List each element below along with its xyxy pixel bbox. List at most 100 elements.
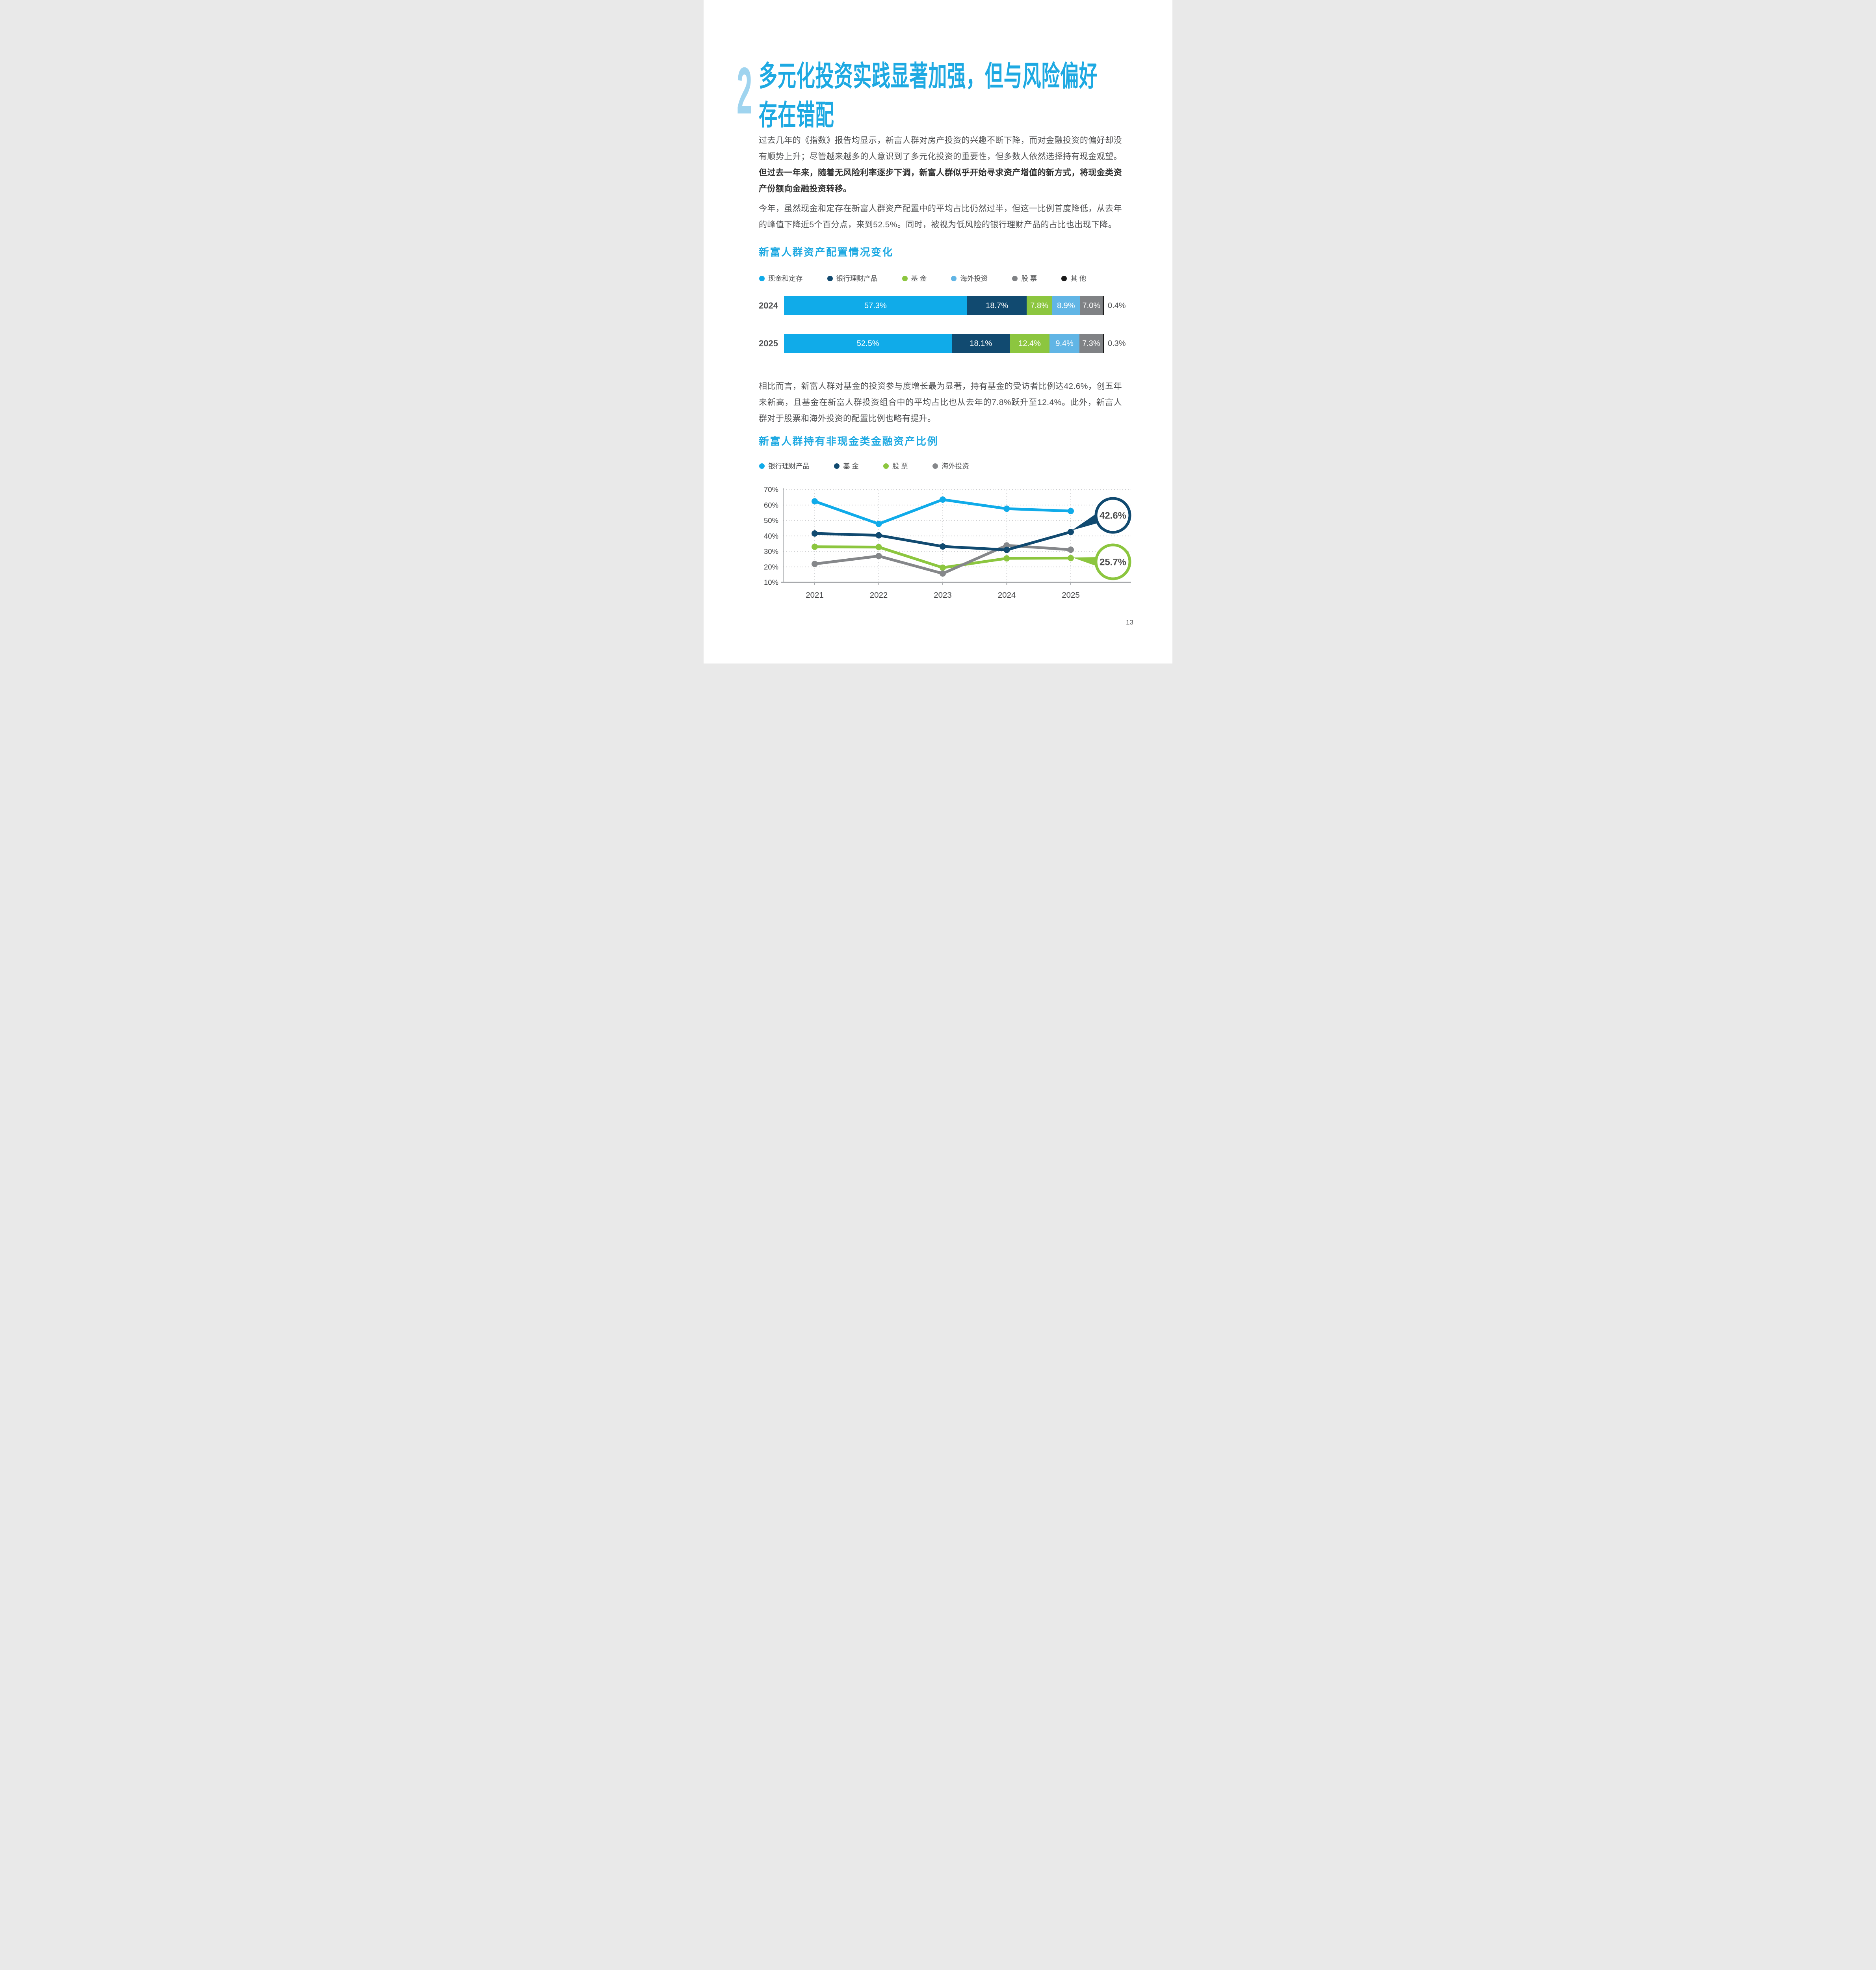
page-number: 13	[1126, 619, 1133, 626]
legend-item: 股 票	[1012, 273, 1037, 283]
data-point	[940, 496, 946, 503]
legend-item: 海外投资	[932, 461, 969, 471]
data-point	[1068, 508, 1074, 515]
legend-dot-icon	[827, 275, 833, 281]
stacked-bar-2025: 52.5% 18.1% 12.4% 9.4% 7.3%	[784, 334, 1104, 353]
line-series	[813, 498, 1072, 526]
legend-label: 基 金	[911, 275, 927, 282]
y-tick-label: 10%	[764, 578, 778, 587]
legend-dot-icon	[902, 275, 908, 281]
data-point	[812, 530, 818, 537]
data-point	[1068, 546, 1074, 553]
section-number: 2	[737, 54, 752, 128]
section-heading: 多元化投资实践显著加强，但与风险偏好 存在错配	[759, 57, 1098, 135]
legend-label: 现金和定存	[768, 275, 803, 282]
data-point	[1003, 555, 1010, 562]
y-tick-label: 60%	[764, 501, 778, 509]
legend-label: 股 票	[892, 462, 908, 470]
report-page: 2 多元化投资实践显著加强，但与风险偏好 存在错配 过去几年的《指数》报告均显示…	[704, 0, 1172, 663]
bar-segment: 7.8%	[1027, 296, 1052, 315]
data-point	[812, 543, 818, 550]
bar-segment: 8.9%	[1051, 296, 1080, 315]
bar-segment: 18.7%	[967, 296, 1027, 315]
bar-row-2024: 2024 57.3% 18.7% 7.8% 8.9% 7.0% 0.4%	[759, 296, 1132, 315]
callout-tail	[1072, 512, 1100, 530]
legend-dot-icon	[1012, 275, 1018, 281]
data-point	[875, 544, 882, 550]
bar-segment: 18.1%	[952, 334, 1010, 353]
bar-outside-label: 0.3%	[1108, 339, 1126, 348]
data-point	[812, 561, 818, 567]
legend-dot-icon	[883, 463, 889, 469]
section-heading-line1: 多元化投资实践显著加强，但与风险偏好	[759, 61, 1098, 92]
legend-item: 基 金	[834, 461, 859, 471]
data-point	[940, 543, 946, 550]
legend-label: 海外投资	[941, 462, 969, 470]
data-point	[875, 553, 882, 559]
paragraph-1: 过去几年的《指数》报告均显示，新富人群对房产投资的兴趣不断下降，而对金融投资的偏…	[759, 132, 1122, 197]
x-tick-label: 2022	[870, 591, 888, 600]
legend-dot-icon	[932, 463, 938, 469]
bar-chart-legend: 现金和定存 银行理财产品 基 金 海外投资 股 票 其 他	[759, 273, 1086, 283]
bar-row-2025: 2025 52.5% 18.1% 12.4% 9.4% 7.3% 0.3%	[759, 334, 1132, 353]
callout-circle	[1094, 497, 1131, 534]
data-point	[1003, 546, 1010, 553]
legend-label: 海外投资	[960, 275, 988, 282]
legend-label: 银行理财产品	[836, 275, 878, 282]
data-point	[940, 564, 946, 571]
x-tick-label: 2024	[998, 591, 1016, 600]
legend-label: 银行理财产品	[768, 462, 810, 470]
legend-item: 其 他	[1061, 273, 1086, 283]
bar-segment: 7.0%	[1080, 296, 1103, 315]
stacked-bar-2024: 57.3% 18.7% 7.8% 8.9% 7.0%	[784, 296, 1104, 315]
data-point	[1003, 506, 1010, 512]
bar-segment: 52.5%	[784, 334, 952, 353]
line-chart-title: 新富人群持有非现金类金融资产比例	[759, 435, 939, 447]
data-point	[1068, 529, 1074, 535]
line-chart-legend: 银行理财产品 基 金 股 票 海外投资	[759, 461, 969, 471]
callout-value: 42.6%	[1100, 511, 1126, 521]
bar-segment: 9.4%	[1049, 334, 1080, 353]
x-tick-label: 2023	[934, 591, 952, 600]
bar-segment: 7.3%	[1079, 334, 1103, 353]
legend-item: 银行理财产品	[759, 461, 810, 471]
legend-label: 基 金	[843, 462, 859, 470]
data-point	[940, 570, 946, 577]
data-point	[875, 532, 882, 539]
x-tick-label: 2025	[1062, 591, 1080, 600]
legend-dot-icon	[1061, 275, 1067, 281]
legend-dot-icon	[951, 275, 957, 281]
paragraph-1-regular: 过去几年的《指数》报告均显示，新富人群对房产投资的兴趣不断下降，而对金融投资的偏…	[759, 136, 1122, 161]
legend-dot-icon	[759, 463, 765, 469]
callout-tail	[1072, 557, 1098, 567]
legend-item: 现金和定存	[759, 273, 803, 283]
data-point	[1003, 542, 1010, 549]
y-tick-label: 30%	[764, 547, 778, 556]
legend-label: 其 他	[1070, 275, 1087, 282]
bar-chart-title: 新富人群资产配置情况变化	[759, 246, 894, 258]
paragraph-2: 今年，虽然现金和定存在新富人群资产配置中的平均占比仍然过半，但这一比例首度降低，…	[759, 204, 1122, 229]
y-tick-label: 70%	[764, 485, 778, 494]
legend-dot-icon	[834, 463, 840, 469]
legend-item: 银行理财产品	[827, 273, 878, 283]
y-tick-label: 40%	[764, 532, 778, 540]
legend-item: 股 票	[883, 461, 908, 471]
y-tick-label: 20%	[764, 563, 778, 571]
bar-outside-label: 0.4%	[1108, 301, 1126, 310]
paragraph-3: 相比而言，新富人群对基金的投资参与度增长最为显著，持有基金的受访者比例达42.6…	[759, 382, 1122, 423]
callout-value: 25.7%	[1100, 557, 1126, 568]
legend-dot-icon	[759, 275, 765, 281]
data-point	[875, 520, 882, 527]
y-tick-label: 50%	[764, 517, 778, 525]
legend-label: 股 票	[1021, 275, 1037, 282]
legend-item: 基 金	[902, 273, 927, 283]
bar-segment: 12.4%	[1010, 334, 1049, 353]
x-tick-label: 2021	[806, 591, 824, 600]
data-point	[1068, 555, 1074, 561]
bar-year-label: 2025	[759, 338, 778, 348]
legend-item: 海外投资	[951, 273, 988, 283]
bar-year-label: 2024	[759, 301, 778, 310]
bar-segment: 57.3%	[784, 296, 967, 315]
data-point	[812, 498, 818, 505]
paragraph-1-bold: 但过去一年来，随着无风险利率逐步下调，新富人群似乎开始寻求资产增值的新方式，将现…	[759, 168, 1122, 193]
